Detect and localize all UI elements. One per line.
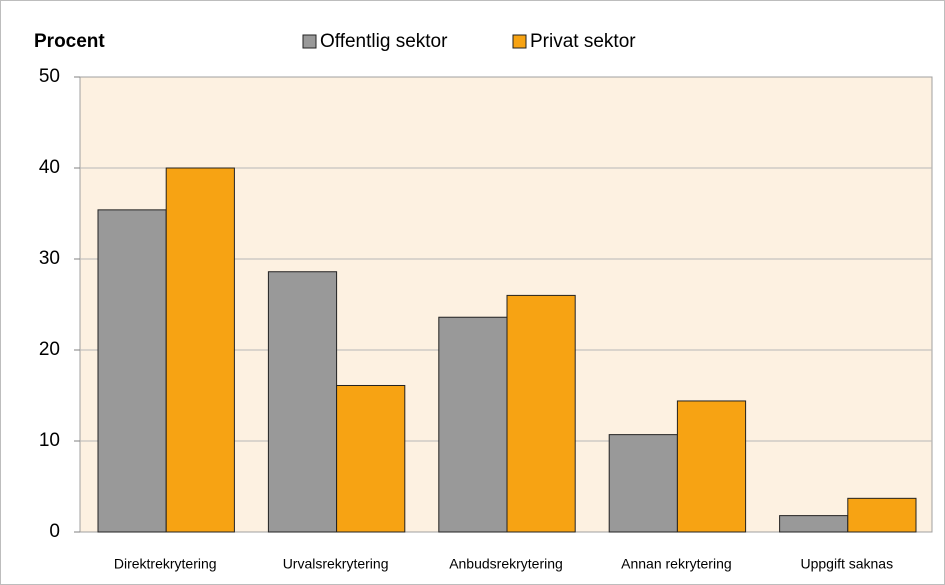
- y-tick-label: 30: [39, 248, 60, 269]
- y-tick-label: 0: [49, 521, 60, 542]
- bar: [506, 294, 576, 533]
- bar: [676, 400, 747, 533]
- bar: [438, 316, 508, 533]
- x-tick-label: Uppgift saknas: [800, 556, 893, 572]
- legend-label: Privat sektor: [530, 31, 636, 52]
- y-tick-label: 20: [39, 339, 60, 360]
- y-tick-label: 40: [39, 157, 60, 178]
- bar: [165, 167, 235, 533]
- legend-label: Offentlig sektor: [320, 31, 448, 52]
- bar: [336, 384, 406, 533]
- x-tick-label: Direktrekrytering: [114, 556, 217, 572]
- y-tick-label: 10: [39, 430, 60, 451]
- x-tick-label: Annan rekrytering: [621, 556, 732, 572]
- bar: [847, 497, 917, 533]
- x-tick-label: Anbudsrekrytering: [449, 556, 563, 572]
- bar: [267, 271, 338, 533]
- bar: [608, 434, 678, 533]
- chart-title: Procent: [34, 31, 105, 52]
- bar: [97, 209, 167, 533]
- x-tick-label: Urvalsrekrytering: [283, 556, 389, 572]
- legend-swatch: [302, 34, 317, 49]
- legend-swatch: [512, 34, 527, 49]
- bar: [779, 515, 849, 533]
- y-tick-label: 50: [39, 66, 60, 87]
